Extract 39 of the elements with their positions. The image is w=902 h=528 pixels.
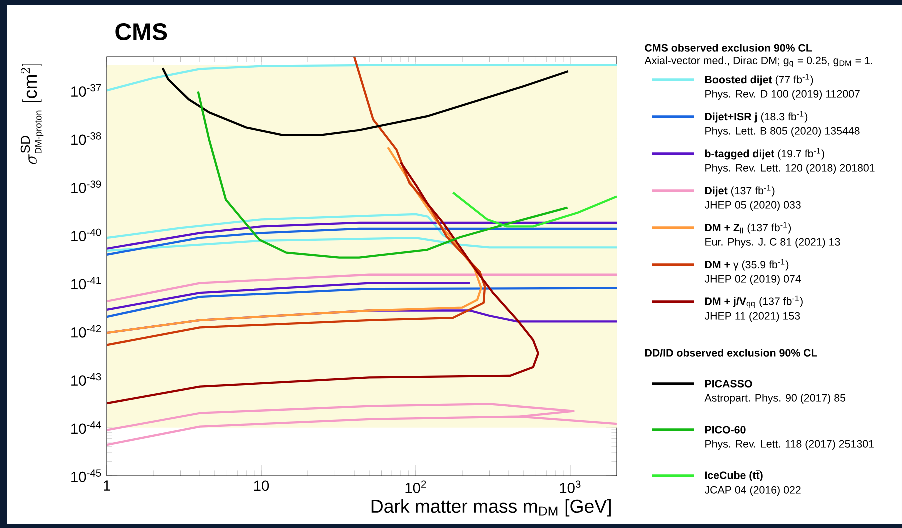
y-tick-label: 10$^{-41}$ bbox=[72, 277, 102, 290]
text: Axial-vector med., Dirac DM; g$_{q}$ = 0.25, g$_{DM}$ = 1. bbox=[644, 56, 872, 68]
text: Phys. Rev. Lett. 120 (2018) 201801 bbox=[706, 164, 875, 174]
y-tick-label: 10$^{-43}$ bbox=[72, 373, 102, 386]
x-tick-label: 10$^{3}$ bbox=[560, 480, 581, 494]
y-tick-label: 10$^{-39}$ bbox=[72, 180, 102, 194]
legend-label: Dijet+ISR j (18.3 fb$^{-1}$) bbox=[705, 111, 808, 123]
text: DD/ID observed exclusion 90% CL bbox=[645, 349, 818, 357]
text: JHEP 11 (2021) 153 bbox=[704, 312, 800, 322]
y-tick-label: 10$^{-40}$ bbox=[72, 228, 102, 242]
chart-title: CMS bbox=[116, 23, 168, 40]
x-tick-label: 10 bbox=[254, 480, 270, 492]
x-tick-label: 1 bbox=[104, 480, 110, 491]
text: Phys. Lett. B 805 (2020) 135448 bbox=[706, 127, 860, 137]
text: Phys. Rev. D 100 (2019) 112007 bbox=[706, 90, 860, 100]
legend-label: $\mbox{\bfseries IceCube (t}\bar{\mbox{\bfseries t}}\mbox{\bfseries )}$ bbox=[705, 470, 763, 482]
text: Eur. Phys. J. C 81 (2021) 13 bbox=[706, 238, 840, 248]
text: Astropart. Phys. 90 (2017) 85 bbox=[704, 394, 846, 404]
text: Phys. Rev. Lett. 118 (2017) 251301 bbox=[706, 440, 874, 450]
text: CMS observed exclusion 90% CL bbox=[645, 44, 812, 52]
y-tick-label: 10$^{-45}$ bbox=[72, 470, 102, 482]
y-axis-title: $\sigma^{\mathrm{SD}}_{\mbox{\scriptsize DM-proton}}\ [\mathrm{cm}^{2}]$ bbox=[20, 64, 44, 164]
y-tick-label: 10$^{-37}$ bbox=[72, 84, 102, 97]
legend-label: Boosted dijet (77 fb$^{-1}$) bbox=[705, 74, 814, 86]
legend-label: DM + Z$_{ll}$ (137 fb$^{-1}$) bbox=[705, 222, 792, 234]
y-tick-label: 10$^{-44}$ bbox=[72, 422, 102, 434]
text: JHEP 02 (2019) 074 bbox=[704, 275, 802, 285]
legend-label: DM + j/V$_{qq}$ (137 fb$^{-1}$) bbox=[705, 296, 803, 308]
y-tick-label: 10$^{-42}$ bbox=[72, 325, 102, 338]
legend-label: b-tagged dijet (19.7 fb$^{-1}$) bbox=[705, 148, 824, 160]
legend-label: PICO-60 bbox=[705, 426, 746, 434]
x-axis-title: Dark matter mass m$_{DM}$ [GeV] bbox=[372, 499, 611, 517]
x-tick-label: 10$^{2}$ bbox=[406, 480, 426, 494]
text: JHEP 05 (2020) 033 bbox=[704, 201, 801, 211]
legend-label: DM + γ (35.9 fb$^{-1}$) bbox=[705, 259, 789, 271]
legend-label: Dijet (137 fb$^{-1}$) bbox=[705, 185, 775, 197]
legend-label: PICASSO bbox=[705, 380, 752, 388]
y-tick-label: 10$^{-38}$ bbox=[72, 132, 102, 146]
text: JCAP 04 (2016) 022 bbox=[704, 486, 801, 496]
